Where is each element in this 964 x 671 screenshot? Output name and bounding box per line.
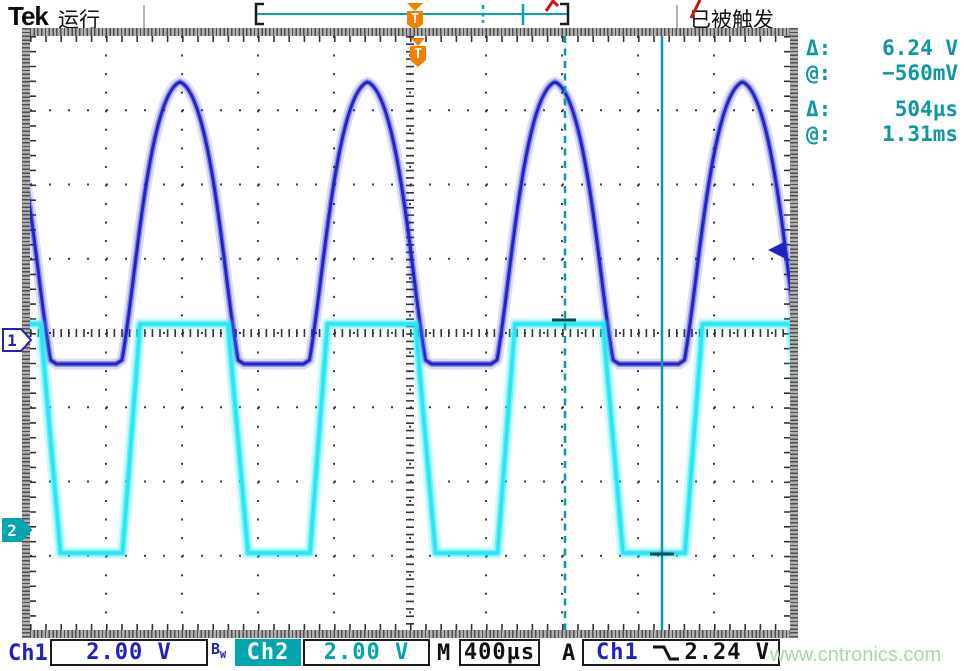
measurement-value: 6.24 V [882,36,958,60]
trigger-level-value: 2.24 V [684,640,770,665]
trigger-shield-icon [407,11,423,30]
ch2-marker-arrow-icon [2,518,33,542]
graticule-frame-right [790,28,798,638]
record-view-bar: T [254,2,570,30]
measurement-value: 504µs [894,97,958,121]
record-view-trigger-marker: T [407,3,423,30]
trace-ch2 [30,318,790,559]
red-annotation-strokes [544,0,702,19]
topbar-divider-right [676,5,678,28]
bandwidth-limit-indicator: BW [211,640,226,661]
measurement-value: −560mV [882,61,958,85]
ch1-scale-readout: 2.00 V [50,639,208,666]
measurement-delta-voltage: Δ: 6.24 V [806,36,958,60]
trigger-shield-icon [410,46,426,67]
topbar-divider [143,5,145,28]
measurement-at-time: @: 1.31ms [806,122,958,146]
falling-edge-icon [652,645,679,660]
ch2-marker-label: 2 [7,521,17,540]
ch1-marker-label: 1 [7,331,17,350]
watermark: www.cntronics.com [770,644,942,666]
annotation-stroke-icon [544,0,560,12]
brand-logo: Tek [8,1,49,31]
trigger-marker-label: T [414,47,422,62]
ch1-marker-arrow-icon [2,328,33,352]
measurement-value: 1.31ms [882,122,958,146]
ch1-ground-marker: 1 [2,328,33,352]
trigger-status: 已被触发 [690,9,774,32]
graticule-frame-left [22,28,30,638]
ch2-readout-label: Ch2 [235,639,301,666]
graticule-frame-bottom [22,630,798,638]
readout-bar: Ch1 2.00 V BW Ch2 2.00 V M 400µs A Ch1 2… [0,638,964,671]
bw-main: B [211,640,221,658]
graticule-frame-top [22,28,798,36]
ch1-scale-value: 2.00 V [86,640,172,665]
trigger-type-label: A [562,641,576,666]
trace-ch1 [30,76,790,370]
ch2-ground-marker: 2 [2,518,33,542]
timebase-readout: 400µs [459,639,540,666]
ch1-readout-label: Ch1 [8,641,48,666]
trigger-triangle-icon [407,3,423,11]
ch2-label-text: Ch2 [246,640,290,665]
measurement-label: @: [806,61,832,85]
measurement-at-voltage: @: −560mV [806,61,958,85]
measurement-delta-time: Δ: 504µs [806,97,958,121]
annotation-stroke-icon [689,0,702,19]
record-view-right-bracket [560,2,570,26]
graticule-grid [30,36,790,630]
bw-sub: W [220,650,227,661]
timebase-label: M [437,641,451,666]
measurement-label: @: [806,122,832,146]
ch2-scale-readout: 2.00 V [303,639,430,666]
ch2-scale-value: 2.00 V [323,640,410,665]
measurement-label: Δ: [806,97,832,121]
trigger-source: Ch1 [596,640,639,665]
trigger-position-marker: T [410,38,426,67]
waveform-plot: T [30,36,790,630]
trigger-readout: Ch1 2.24 V [582,639,780,666]
trigger-marker-label: T [411,12,419,27]
timebase-value: 400µs [463,640,536,665]
measurement-label: Δ: [806,36,832,60]
trigger-level-arrow-icon [768,241,786,259]
trigger-triangle-icon [411,38,425,46]
acquisition-status: 运行 [58,9,100,32]
record-view-left-bracket [254,2,264,26]
